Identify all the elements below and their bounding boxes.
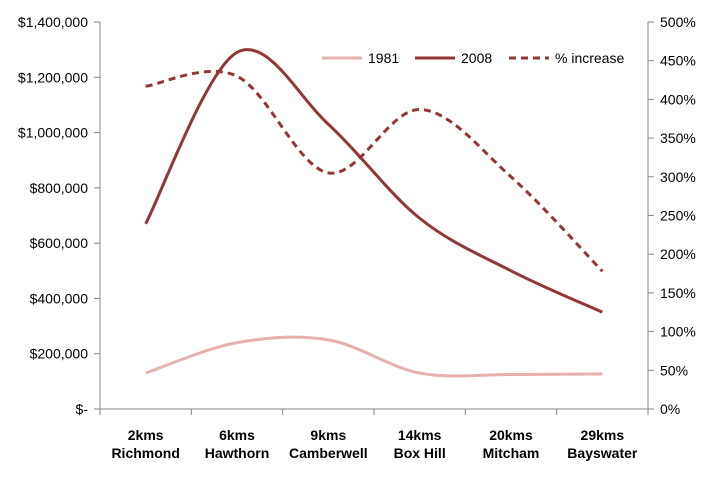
right-tick-label: 500% bbox=[660, 14, 696, 30]
right-tick-label: 350% bbox=[660, 130, 696, 146]
series-line-0 bbox=[145, 335, 603, 378]
right-tick-label: 50% bbox=[660, 362, 688, 378]
right-tick-label: 200% bbox=[660, 246, 696, 262]
legend-label-0: 1981 bbox=[368, 50, 399, 66]
series-lines bbox=[144, 48, 604, 378]
category-label: 2kms bbox=[128, 427, 164, 443]
series-line-2 bbox=[145, 69, 604, 273]
left-tick-label: $800,000 bbox=[30, 180, 89, 196]
left-tick-label: $200,000 bbox=[30, 346, 89, 362]
axes bbox=[99, 22, 649, 415]
legend-label-2: % increase bbox=[555, 50, 624, 66]
category-label: 9kms bbox=[310, 427, 346, 443]
category-label: 20kms bbox=[489, 427, 533, 443]
legend-label-1: 2008 bbox=[461, 50, 492, 66]
left-tick-label: $1,200,000 bbox=[18, 69, 88, 85]
right-tick-label: 400% bbox=[660, 91, 696, 107]
category-label: 29kms bbox=[581, 427, 625, 443]
category-label: Richmond bbox=[111, 445, 179, 461]
right-axis-ticks: 0% 50% 100% 150% 200% 250% 300% 350% 400% 450% 500… bbox=[648, 14, 696, 417]
series-line-1 bbox=[144, 48, 603, 314]
right-tick-label: 300% bbox=[660, 169, 696, 185]
left-tick-label: $- bbox=[76, 401, 89, 417]
category-label: Hawthorn bbox=[205, 445, 270, 461]
right-tick-label: 100% bbox=[660, 324, 696, 340]
left-tick-label: $1,400,000 bbox=[18, 14, 88, 30]
left-tick-label: $400,000 bbox=[30, 290, 89, 306]
left-tick-label: $1,000,000 bbox=[18, 125, 88, 141]
legend: 1981 2008 % increase bbox=[322, 50, 624, 66]
category-label: 6kms bbox=[219, 427, 255, 443]
left-axis-ticks: $- $200,000 $400,000 $600,000 $800,000 $1,000… bbox=[18, 14, 100, 417]
left-tick-label: $600,000 bbox=[30, 235, 89, 251]
category-label: 14kms bbox=[398, 427, 442, 443]
right-tick-label: 0% bbox=[660, 401, 680, 417]
category-label: Camberwell bbox=[289, 445, 368, 461]
right-tick-label: 450% bbox=[660, 53, 696, 69]
category-labels: 2kms Richmond 6kms Hawthorn 9kms Camberwell 14… bbox=[111, 427, 637, 461]
right-tick-label: 150% bbox=[660, 285, 696, 301]
category-label: Mitcham bbox=[483, 445, 540, 461]
category-label: Box Hill bbox=[394, 445, 446, 461]
right-tick-label: 250% bbox=[660, 208, 696, 224]
category-label: Bayswater bbox=[567, 445, 638, 461]
